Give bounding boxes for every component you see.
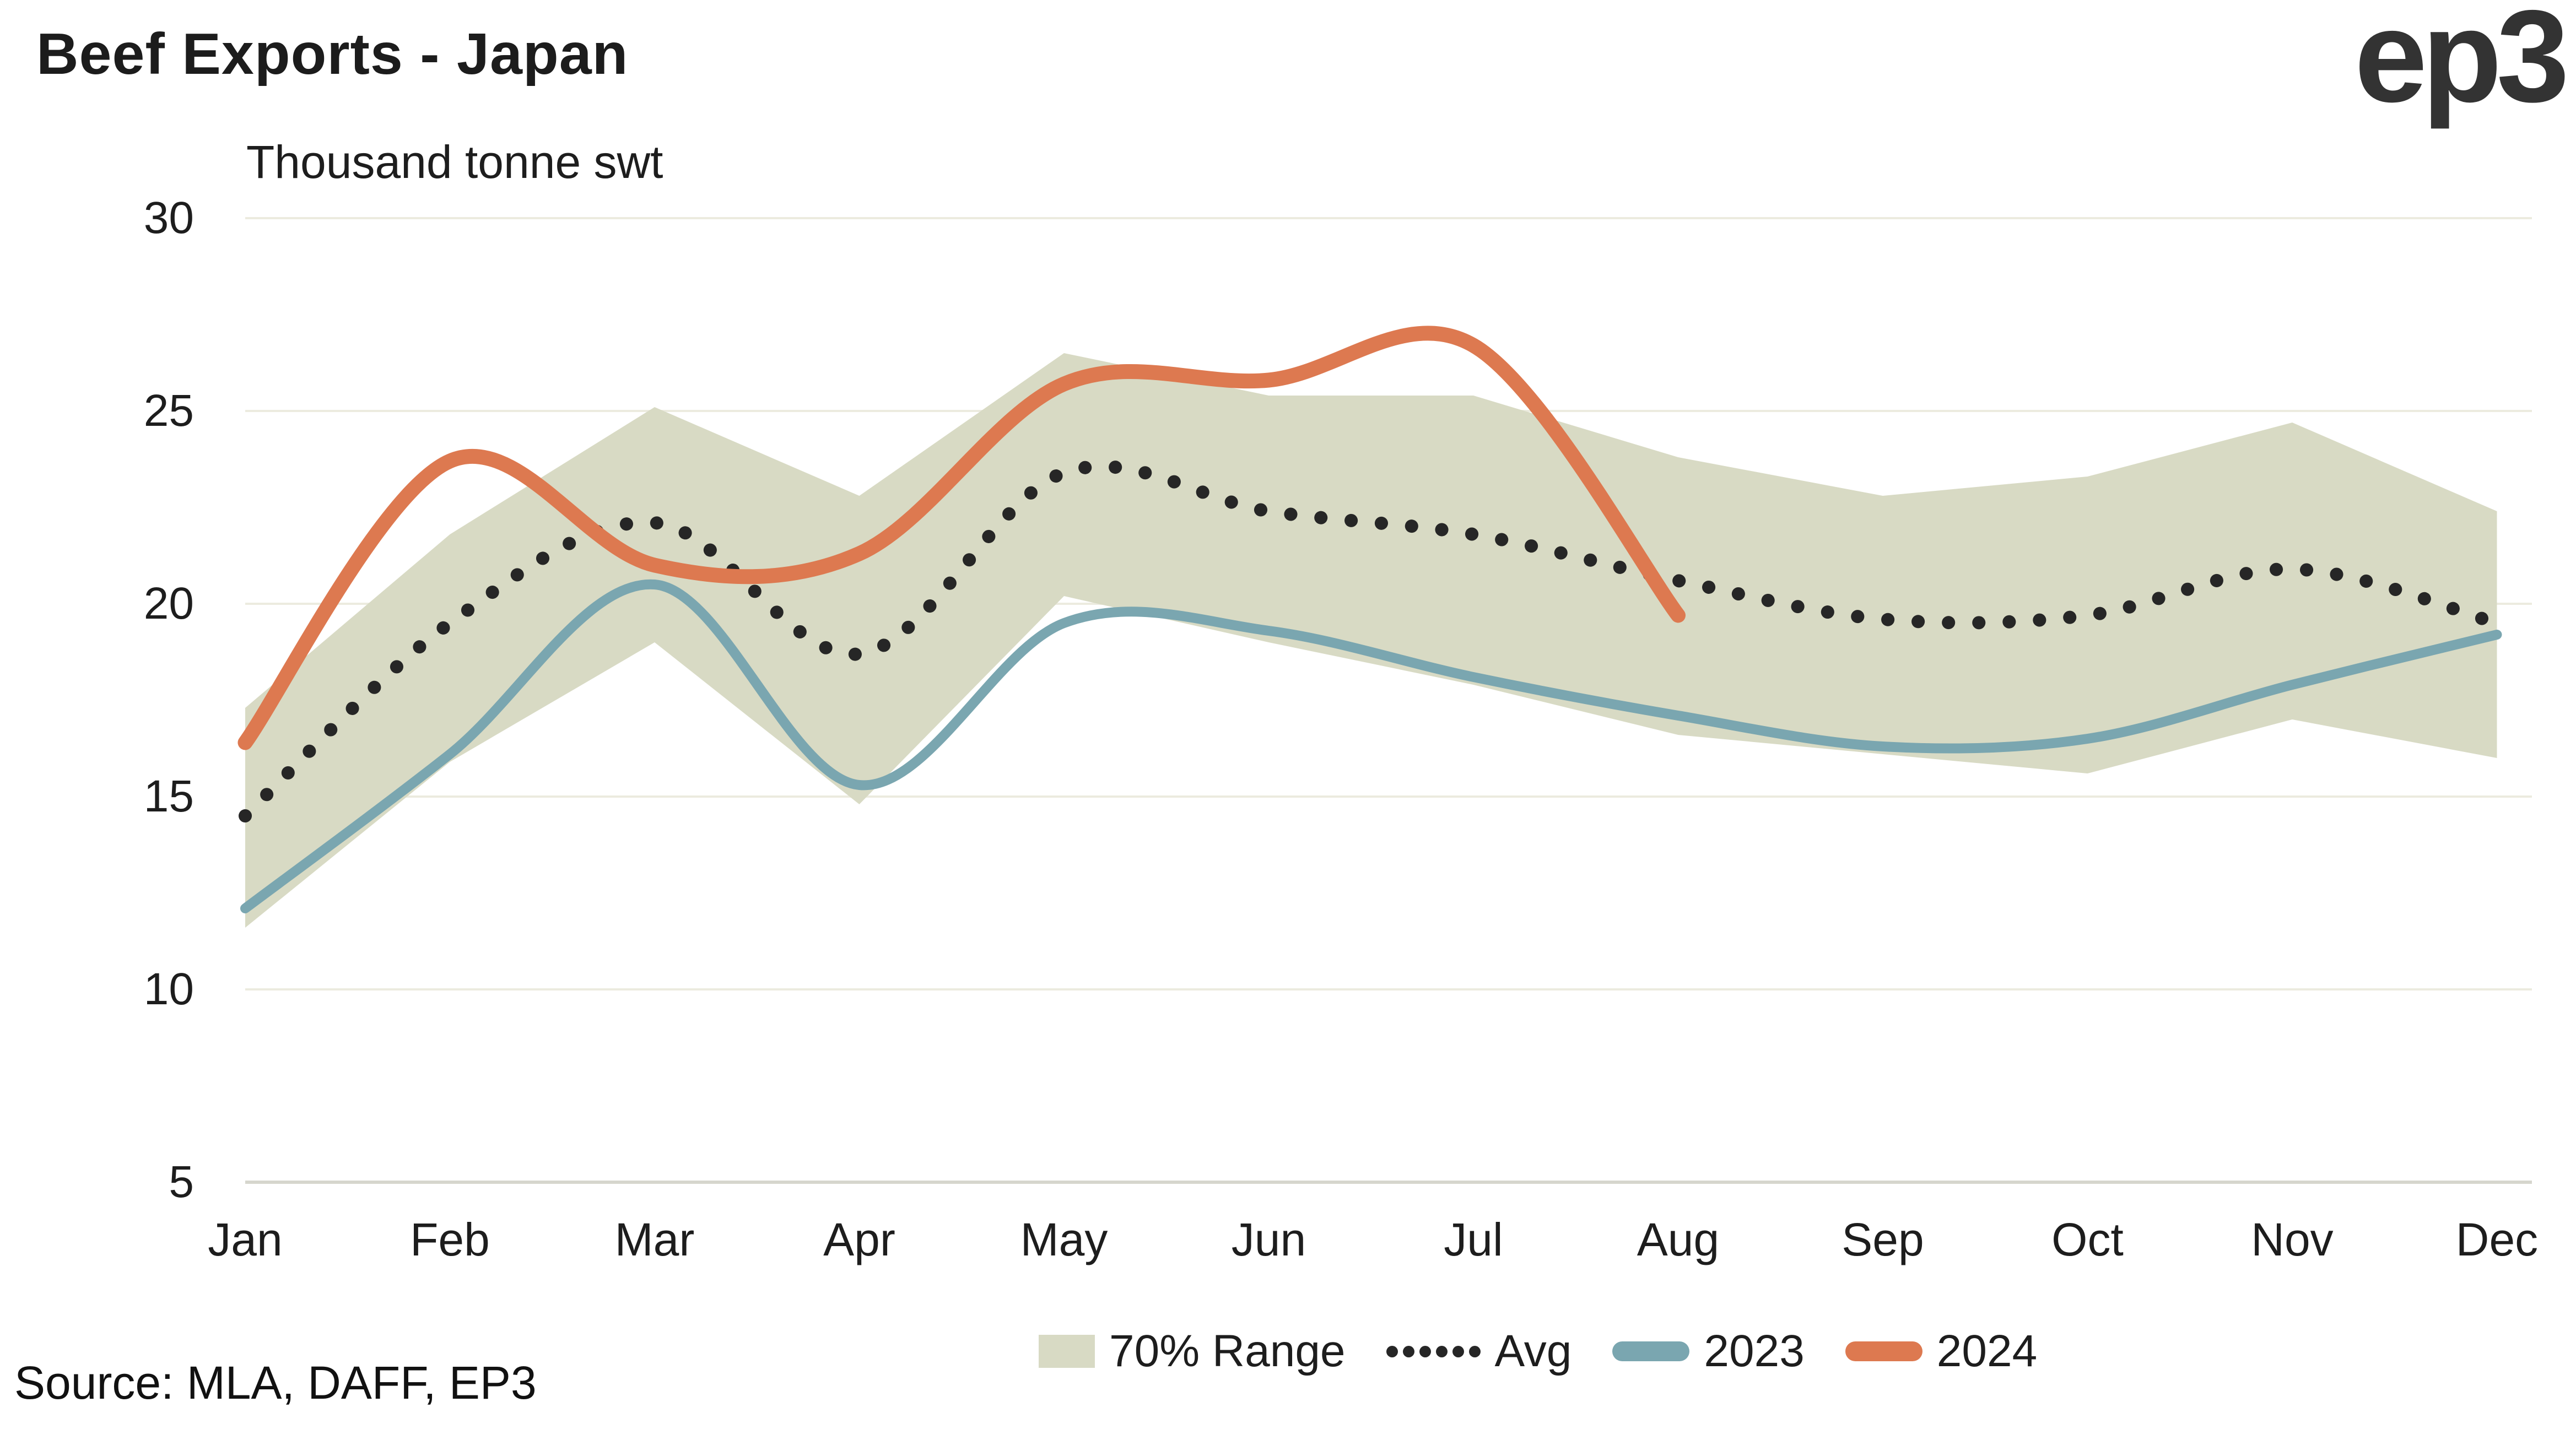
range-swatch-icon — [1039, 1335, 1095, 1368]
line-2024 — [237, 326, 1686, 750]
x-tick-label: Nov — [2251, 1214, 2334, 1265]
x-tick-label: Sep — [1841, 1214, 1924, 1265]
legend-item-avg: Avg — [1386, 1325, 1572, 1377]
legend-item-y2024: 2024 — [1845, 1325, 2037, 1377]
y2024-line-icon — [1845, 1341, 1922, 1361]
plot-area — [237, 217, 2532, 1184]
x-tick-label: Feb — [410, 1214, 490, 1265]
chart-title: Beef Exports - Japan — [36, 21, 629, 86]
x-tick-label: Mar — [614, 1214, 695, 1265]
y-tick-label: 20 — [143, 578, 194, 629]
x-tick-label: Jan — [208, 1214, 283, 1265]
y-tick-label: 5 — [169, 1157, 194, 1207]
range-band — [245, 353, 2497, 928]
x-tick-label: Apr — [823, 1214, 895, 1265]
x-tick-label: Jul — [1444, 1214, 1503, 1265]
x-tick-label: May — [1020, 1214, 1108, 1265]
y-axis-unit-label: Thousand tonne swt — [246, 136, 663, 188]
chart-canvas — [237, 217, 2532, 1184]
y-tick-label: 30 — [143, 193, 194, 243]
legend-item-range: 70% Range — [1039, 1325, 1346, 1377]
y-tick-label: 10 — [143, 964, 194, 1014]
y2023-line-icon — [1612, 1341, 1690, 1361]
y-tick-label: 15 — [143, 771, 194, 821]
legend: 70% Range Avg 2023 2024 — [1039, 1321, 2037, 1382]
source-note: Source: MLA, DAFF, EP3 — [14, 1357, 537, 1409]
x-tick-label: Aug — [1637, 1214, 1720, 1265]
legend-label: 2023 — [1704, 1326, 1805, 1376]
x-tick-label: Jun — [1231, 1214, 1306, 1265]
legend-label: Avg — [1494, 1326, 1572, 1376]
legend-label: 70% Range — [1109, 1326, 1346, 1376]
x-tick-label: Oct — [2051, 1214, 2124, 1265]
avg-line — [239, 459, 2504, 822]
line-2023 — [240, 579, 2502, 913]
legend-label: 2024 — [1936, 1326, 2038, 1376]
avg-dots-icon — [1386, 1345, 1481, 1357]
y-tick-label: 25 — [143, 386, 194, 436]
x-tick-label: Dec — [2455, 1214, 2539, 1265]
ep3-logo: ep3 — [2354, 0, 2569, 129]
legend-item-y2023: 2023 — [1612, 1325, 1805, 1377]
